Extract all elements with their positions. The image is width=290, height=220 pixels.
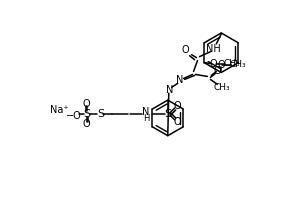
Text: S: S — [97, 109, 104, 119]
Text: Na⁺: Na⁺ — [50, 105, 68, 115]
Text: O: O — [174, 117, 182, 127]
Text: O: O — [218, 60, 225, 70]
Text: N: N — [142, 107, 150, 117]
Text: N: N — [176, 75, 183, 85]
Text: O: O — [174, 101, 182, 111]
Text: S: S — [164, 109, 171, 119]
Text: CH₃: CH₃ — [214, 83, 231, 92]
Text: O: O — [209, 59, 217, 69]
Text: CH₃: CH₃ — [224, 59, 240, 68]
Text: O: O — [182, 45, 189, 55]
Text: O: O — [213, 66, 221, 77]
Text: NH: NH — [206, 44, 221, 54]
Text: O: O — [83, 99, 90, 109]
Text: O: O — [83, 119, 90, 129]
Text: S: S — [83, 109, 90, 119]
Text: N: N — [166, 85, 173, 95]
Text: −O: −O — [66, 111, 81, 121]
Text: H: H — [143, 114, 149, 123]
Text: CH₃: CH₃ — [230, 60, 246, 69]
